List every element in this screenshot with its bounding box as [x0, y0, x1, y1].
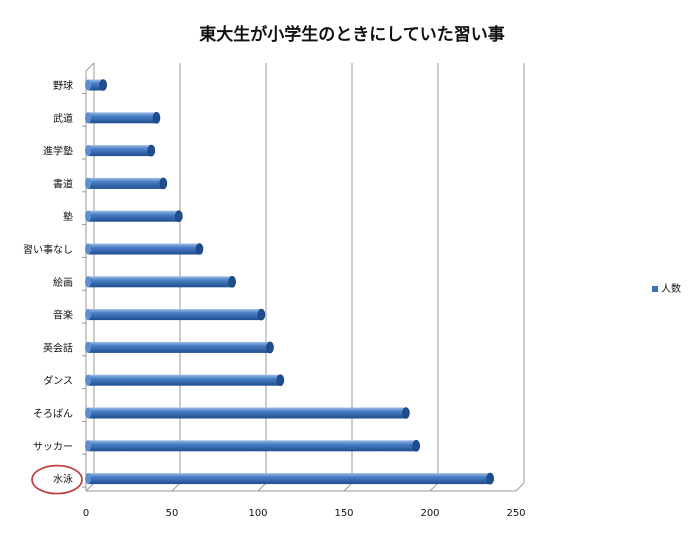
bar-start-cap — [85, 407, 91, 419]
floor-line — [85, 482, 95, 492]
category-label: 水泳 — [53, 474, 73, 486]
bar-end-cap — [257, 308, 266, 321]
highlight — [31, 464, 83, 495]
bar — [88, 112, 157, 124]
legend-label: 人数 — [661, 282, 681, 295]
category-label: 習い事なし — [23, 243, 73, 256]
highlight-circle — [31, 464, 83, 495]
bar-end-cap — [152, 112, 161, 124]
floor-line — [257, 482, 267, 492]
bar-end-cap — [266, 341, 274, 354]
bar-start-cap — [85, 145, 91, 157]
floor-line — [515, 482, 525, 492]
bar-start-cap — [85, 177, 91, 189]
category-label: 野球 — [53, 79, 73, 92]
bar-start-cap — [85, 341, 91, 353]
bar — [88, 440, 417, 452]
bar-start-cap — [85, 243, 91, 255]
bar-end-cap — [147, 144, 156, 157]
bar-end-cap — [228, 275, 236, 288]
category-label: 武道 — [53, 112, 73, 125]
bar — [88, 210, 179, 222]
x-tick-label: 250 — [506, 508, 525, 519]
bar-start-cap — [85, 276, 91, 288]
bar-start-cap — [85, 440, 91, 452]
floor-line — [343, 482, 353, 492]
chart-title: 東大生が小学生のときにしていた習い事 — [199, 24, 505, 45]
bar-start-cap — [85, 79, 91, 91]
bar-end-cap — [402, 407, 410, 419]
bar-end-cap — [276, 374, 285, 387]
bar-start-cap — [85, 309, 91, 321]
bar-start-cap — [85, 473, 91, 485]
category-label: 塾 — [63, 210, 73, 223]
bar-end-cap — [99, 79, 107, 91]
bar — [88, 341, 271, 353]
bar-end-cap — [412, 439, 421, 452]
bar — [88, 177, 164, 189]
category-label: そろばん — [33, 408, 73, 420]
x-tick-label: 200 — [420, 508, 439, 519]
bar — [88, 145, 152, 157]
x-tick-label: 50 — [166, 508, 179, 519]
category-label: 音楽 — [53, 309, 73, 322]
bar-end-cap — [175, 210, 183, 222]
bars — [85, 79, 495, 485]
bar-start-cap — [85, 210, 91, 222]
bar — [88, 309, 262, 321]
x-tick-label: 150 — [334, 508, 353, 519]
category-label: 進学塾 — [43, 145, 73, 158]
gridlines — [85, 63, 525, 492]
category-label: 書道 — [53, 177, 73, 190]
bar — [88, 79, 104, 91]
bar — [88, 473, 491, 485]
floor-line — [171, 482, 181, 492]
category-label: 英会話 — [43, 341, 73, 354]
bar — [88, 407, 406, 419]
category-label: 絵画 — [53, 276, 73, 289]
bar-end-cap — [486, 472, 495, 485]
bar-end-cap — [159, 177, 168, 190]
bar-start-cap — [85, 112, 91, 124]
x-tick-label: 0 — [83, 508, 89, 519]
bar-start-cap — [85, 374, 91, 386]
bar-end-cap — [195, 243, 204, 255]
legend-swatch — [652, 286, 658, 292]
bar — [88, 276, 233, 288]
bar — [88, 243, 200, 255]
x-tick-labels: 0 50 100 150 200 250 — [83, 508, 526, 519]
bar — [88, 374, 281, 386]
wall-top-edge — [85, 62, 95, 72]
category-label: ダンス — [43, 374, 73, 387]
x-tick-label: 100 — [248, 508, 267, 519]
floor-line — [429, 482, 439, 492]
legend: 人数 — [652, 282, 681, 295]
category-label: サッカー — [33, 441, 73, 453]
